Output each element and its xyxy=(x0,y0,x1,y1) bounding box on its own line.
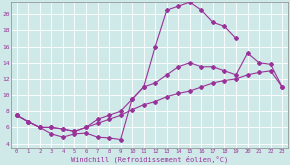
X-axis label: Windchill (Refroidissement éolien,°C): Windchill (Refroidissement éolien,°C) xyxy=(71,155,228,163)
